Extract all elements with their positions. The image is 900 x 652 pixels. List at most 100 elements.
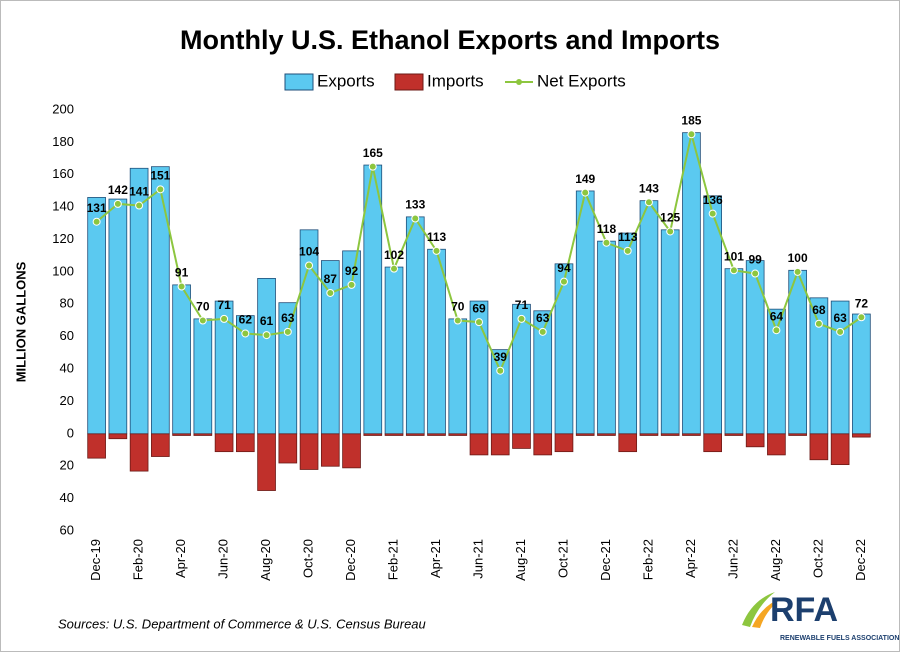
import-bar xyxy=(151,433,170,457)
net-marker xyxy=(751,269,760,278)
y-tick-label: 20 xyxy=(60,458,74,473)
net-marker xyxy=(347,280,356,289)
export-bar xyxy=(618,232,638,435)
data-label: 71 xyxy=(217,298,231,312)
import-bar xyxy=(172,433,191,436)
data-label: 118 xyxy=(597,222,617,236)
data-label: 131 xyxy=(87,201,107,215)
import-bar xyxy=(469,433,489,456)
import-bar xyxy=(618,433,638,453)
data-label: 185 xyxy=(681,113,701,127)
export-bar xyxy=(745,260,765,435)
export-bar xyxy=(384,266,404,435)
net-marker xyxy=(305,261,314,270)
net-marker xyxy=(496,366,505,375)
data-label: 94 xyxy=(557,261,571,275)
export-bar xyxy=(724,268,744,435)
export-bar xyxy=(597,240,616,435)
net-marker xyxy=(262,331,271,340)
export-bar xyxy=(639,200,659,435)
data-label: 63 xyxy=(281,311,295,325)
y-tick-label: 120 xyxy=(52,231,74,246)
import-bar xyxy=(830,433,850,466)
import-bar xyxy=(597,433,616,436)
data-label: 100 xyxy=(788,251,808,265)
export-bar xyxy=(575,190,595,435)
export-bar xyxy=(151,166,170,435)
export-bar xyxy=(405,216,425,435)
net-marker xyxy=(475,318,483,327)
net-marker xyxy=(368,162,377,171)
net-marker xyxy=(156,185,165,194)
logo-swoosh xyxy=(742,592,775,627)
x-tick-label: Feb-20 xyxy=(131,539,146,580)
import-bar xyxy=(320,433,340,467)
net-marker xyxy=(411,214,420,223)
export-bar xyxy=(172,284,191,435)
x-tick-label: Feb-22 xyxy=(640,539,655,580)
export-bar xyxy=(342,250,361,435)
data-label: 71 xyxy=(515,298,529,312)
y-tick-label: 140 xyxy=(52,199,74,214)
x-tick-label: Dec-21 xyxy=(598,539,613,581)
import-bar xyxy=(405,433,425,436)
x-tick-label: Apr-20 xyxy=(173,539,188,578)
net-marker xyxy=(644,198,653,207)
data-label: 125 xyxy=(660,211,680,225)
y-tick-label: 0 xyxy=(67,425,74,440)
data-label: 133 xyxy=(405,198,425,212)
y-tick-label: 180 xyxy=(52,134,74,149)
chart-title: Monthly U.S. Ethanol Exports and Imports xyxy=(180,25,720,55)
net-marker xyxy=(283,327,292,336)
data-label: 142 xyxy=(108,183,128,197)
net-marker xyxy=(135,201,144,210)
y-tick-label: 100 xyxy=(52,263,74,278)
data-label: 136 xyxy=(703,193,723,207)
export-bar xyxy=(87,197,106,435)
net-marker xyxy=(857,313,866,322)
legend-label: Net Exports xyxy=(537,71,626,90)
export-bar xyxy=(554,263,574,435)
export-bar xyxy=(852,313,871,435)
logo-name: RFA xyxy=(770,591,838,629)
legend-swatch xyxy=(516,79,522,85)
data-label: 102 xyxy=(384,248,404,262)
legend-label: Imports xyxy=(427,71,484,90)
export-bar xyxy=(193,318,213,435)
data-label: 70 xyxy=(451,300,465,314)
logo-subtitle: RENEWABLE FUELS ASSOCIATION xyxy=(780,635,899,642)
import-bar xyxy=(448,433,468,436)
net-marker xyxy=(559,277,568,286)
data-label: 62 xyxy=(239,313,253,327)
net-marker xyxy=(814,319,823,328)
data-label: 61 xyxy=(260,314,274,328)
legend-swatch xyxy=(394,73,424,91)
import-bar xyxy=(427,433,446,436)
import-bar xyxy=(724,433,744,436)
x-tick-label: Dec-22 xyxy=(853,539,868,581)
net-marker xyxy=(390,264,399,273)
x-tick-label: Oct-22 xyxy=(810,539,825,578)
y-tick-label: 20 xyxy=(60,393,74,408)
export-bar xyxy=(427,248,446,435)
import-bar xyxy=(660,433,680,436)
import-bar xyxy=(214,433,234,453)
data-label: 113 xyxy=(427,230,447,244)
net-marker xyxy=(687,130,696,139)
net-marker xyxy=(772,326,781,335)
import-bar xyxy=(809,433,829,461)
import-bar xyxy=(745,433,765,448)
import-bar xyxy=(363,433,383,436)
import-bar xyxy=(129,433,149,472)
y-tick-label: 60 xyxy=(60,522,74,537)
source: Sources: U.S. Department of Commerce & U… xyxy=(58,616,426,631)
net-marker xyxy=(793,267,802,276)
net-marker xyxy=(517,314,526,323)
x-tick-label: Oct-20 xyxy=(300,539,315,578)
export-bar xyxy=(788,269,807,435)
export-bar xyxy=(299,229,319,435)
data-label: 72 xyxy=(855,296,869,310)
x-tick-label: Jun-20 xyxy=(216,539,231,579)
import-bar xyxy=(767,433,786,456)
